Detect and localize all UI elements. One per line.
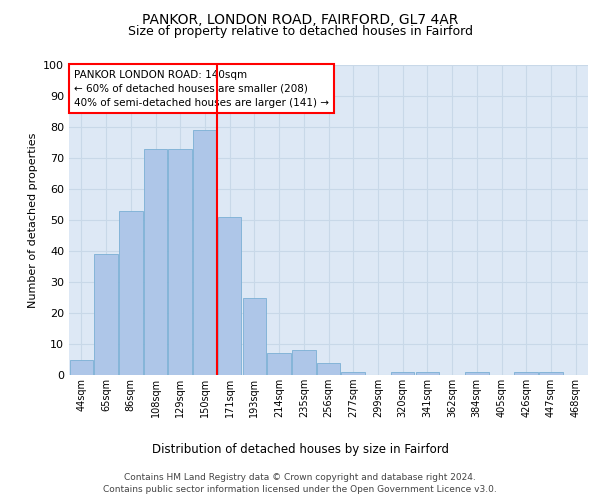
- Text: Contains public sector information licensed under the Open Government Licence v3: Contains public sector information licen…: [103, 485, 497, 494]
- Bar: [292, 350, 316, 375]
- Bar: [268, 354, 291, 375]
- Text: PANKOR LONDON ROAD: 140sqm
← 60% of detached houses are smaller (208)
40% of sem: PANKOR LONDON ROAD: 140sqm ← 60% of deta…: [74, 70, 329, 108]
- Bar: [119, 210, 143, 375]
- Text: Size of property relative to detached houses in Fairford: Size of property relative to detached ho…: [128, 25, 473, 38]
- Bar: [70, 360, 93, 375]
- Bar: [169, 148, 192, 375]
- Y-axis label: Number of detached properties: Number of detached properties: [28, 132, 38, 308]
- Text: PANKOR, LONDON ROAD, FAIRFORD, GL7 4AR: PANKOR, LONDON ROAD, FAIRFORD, GL7 4AR: [142, 12, 458, 26]
- Bar: [242, 298, 266, 375]
- Bar: [94, 254, 118, 375]
- Bar: [144, 148, 167, 375]
- Bar: [465, 372, 488, 375]
- Bar: [514, 372, 538, 375]
- Text: Distribution of detached houses by size in Fairford: Distribution of detached houses by size …: [151, 442, 449, 456]
- Bar: [341, 372, 365, 375]
- Bar: [416, 372, 439, 375]
- Text: Contains HM Land Registry data © Crown copyright and database right 2024.: Contains HM Land Registry data © Crown c…: [124, 472, 476, 482]
- Bar: [539, 372, 563, 375]
- Bar: [391, 372, 415, 375]
- Bar: [317, 362, 340, 375]
- Bar: [193, 130, 217, 375]
- Bar: [218, 217, 241, 375]
